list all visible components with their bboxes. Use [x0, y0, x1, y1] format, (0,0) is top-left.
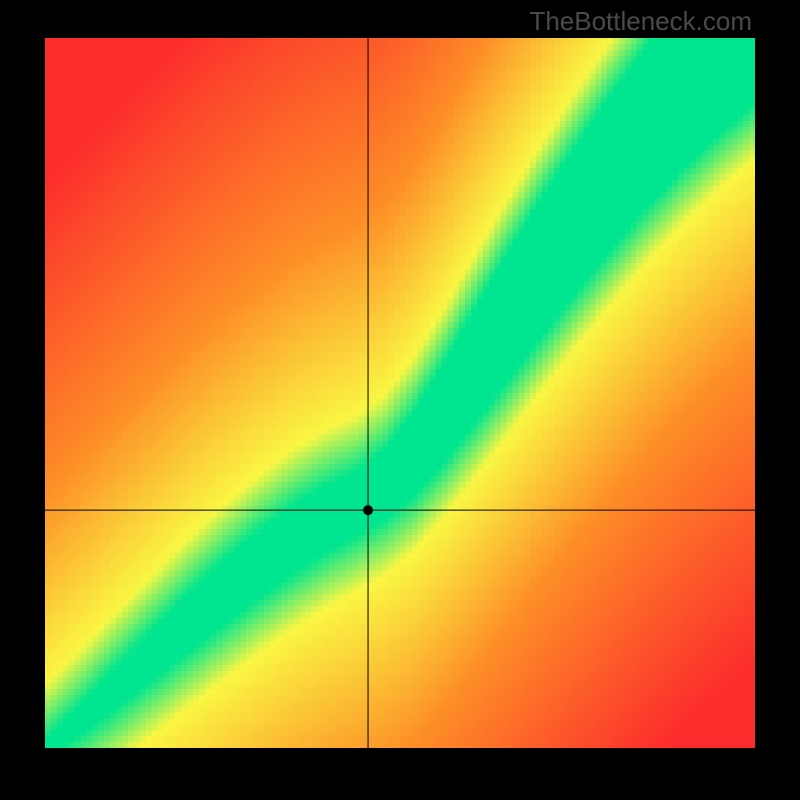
watermark-text: TheBottleneck.com: [529, 6, 752, 37]
chart-container: TheBottleneck.com: [0, 0, 800, 800]
bottleneck-heatmap: [45, 38, 755, 748]
